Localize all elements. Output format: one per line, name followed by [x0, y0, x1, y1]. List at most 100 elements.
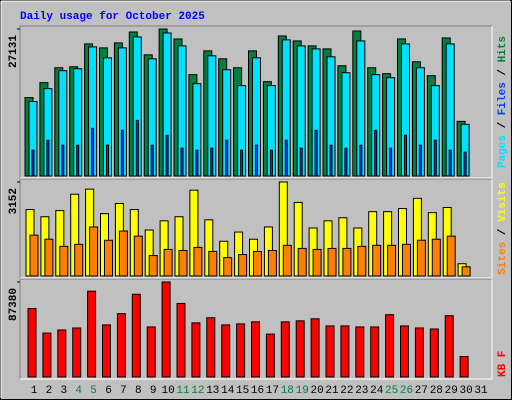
bar [297, 247, 307, 277]
bar [42, 332, 52, 378]
bar [61, 144, 65, 177]
bar [385, 314, 395, 378]
bar [116, 313, 126, 378]
bar [87, 290, 97, 378]
bar [431, 238, 441, 277]
bar [120, 129, 124, 177]
bar [72, 327, 82, 378]
bar [148, 255, 158, 277]
bar [416, 239, 426, 277]
x-tick-label: 28 [430, 385, 443, 397]
bar [146, 326, 156, 378]
x-tick-label: 3 [60, 385, 67, 397]
x-tick-label: 21 [325, 385, 339, 397]
bar [400, 325, 409, 378]
bar [387, 244, 397, 277]
legend-entry: Hits [497, 36, 509, 62]
panel-bevel [19, 278, 492, 379]
bar [357, 245, 367, 277]
panel-bevel [19, 25, 492, 178]
legend-entry: Sites [497, 242, 509, 275]
bar [255, 144, 258, 177]
bar [118, 230, 128, 277]
x-tick-label: 27 [415, 385, 428, 397]
x-tick-label: 24 [370, 385, 384, 397]
bar [340, 325, 350, 378]
x-tick-label: 23 [355, 385, 368, 397]
bar [253, 250, 262, 277]
bar [284, 139, 288, 177]
bar [193, 246, 203, 277]
bar [267, 249, 277, 277]
legend-entry: Files [497, 82, 509, 115]
bar [238, 254, 248, 277]
legend-entry: Pages [497, 135, 509, 168]
bar [223, 257, 233, 277]
legend-separator: / [497, 62, 509, 82]
bar [191, 322, 201, 378]
x-tick-label: 12 [191, 385, 204, 397]
x-tick-label: 8 [135, 385, 142, 397]
bar [370, 326, 380, 378]
bar [389, 147, 393, 177]
bar [463, 151, 467, 177]
bar [104, 239, 113, 277]
x-tick-label: 5 [90, 385, 97, 397]
x-tick-label: 31 [474, 385, 488, 397]
bar [280, 321, 290, 378]
bar [418, 144, 422, 177]
bar [46, 139, 50, 177]
bar [163, 248, 173, 277]
bar [342, 247, 352, 277]
bar [299, 147, 303, 177]
bar [135, 119, 139, 177]
x-tick-label: 25 [385, 385, 398, 397]
bar [355, 326, 365, 378]
bar [461, 266, 471, 277]
bar [329, 144, 333, 177]
y-tick-label: 87380 [8, 288, 20, 321]
bar [76, 144, 80, 177]
bar [404, 134, 407, 177]
legend: Sites / Visits [497, 182, 509, 274]
bar [165, 134, 169, 177]
bar [74, 243, 84, 277]
panel-bevel [20, 279, 493, 380]
bar [251, 321, 260, 378]
bar [344, 147, 348, 177]
panel-bevel [20, 26, 493, 179]
bar [314, 129, 318, 177]
y-tick-label: 27131 [8, 35, 20, 68]
x-tick-label: 9 [150, 385, 157, 397]
panel-bevel [19, 178, 492, 278]
bar [282, 244, 292, 277]
x-tick-label: 2 [46, 385, 53, 397]
x-tick-label: 7 [120, 385, 127, 397]
bar [29, 234, 39, 277]
bar [44, 238, 54, 277]
bar [59, 245, 69, 277]
x-tick-label: 17 [266, 385, 279, 397]
bar [225, 139, 229, 177]
bar [414, 327, 424, 378]
x-tick-label: 19 [296, 385, 309, 397]
x-tick-label: 13 [206, 385, 219, 397]
bar [176, 302, 186, 378]
legend-separator: / [497, 222, 509, 242]
bar [210, 147, 214, 177]
legend: Pages / Files / Hits [497, 36, 509, 168]
x-tick-label: 26 [400, 385, 413, 397]
bar [459, 356, 469, 378]
legend: KB F [497, 351, 509, 377]
x-tick-label: 15 [236, 385, 249, 397]
x-tick-label: 4 [75, 385, 82, 397]
bar [374, 129, 378, 177]
bar [31, 149, 35, 177]
bar [195, 149, 199, 177]
panel-bevel [20, 179, 493, 279]
x-tick-label: 11 [176, 385, 190, 397]
bar [372, 244, 382, 277]
chart-title: Daily usage for October 2025 [20, 11, 205, 23]
bar [221, 324, 231, 378]
